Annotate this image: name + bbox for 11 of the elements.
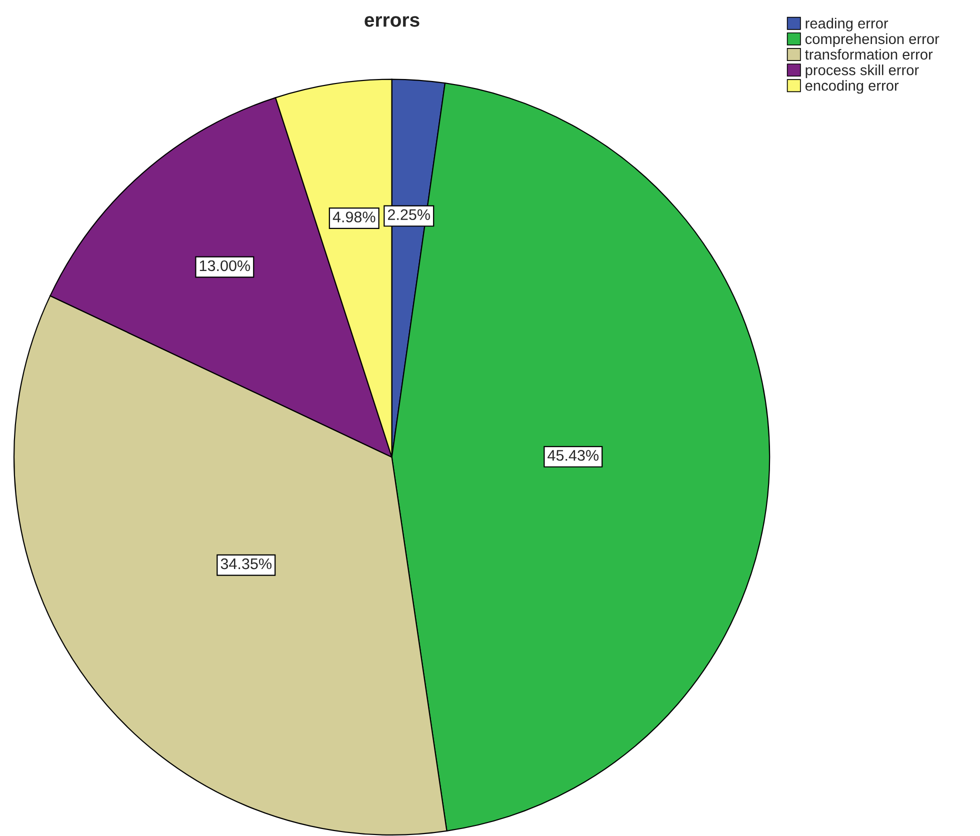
legend-label: reading error	[806, 18, 888, 32]
data-label: 4.98%	[332, 212, 376, 222]
legend-label: transformation error	[805, 48, 933, 60]
legend-label: encoding error	[805, 80, 899, 94]
chart-title: errors	[364, 16, 420, 27]
data-label: 34.35%	[220, 558, 272, 570]
legend-label: comprehension error	[805, 33, 940, 47]
data-label: 13.00%	[200, 260, 250, 272]
data-label: 45.43%	[548, 450, 599, 461]
legend-label: process skill error	[806, 64, 919, 78]
data-label: 2.25%	[388, 209, 430, 220]
